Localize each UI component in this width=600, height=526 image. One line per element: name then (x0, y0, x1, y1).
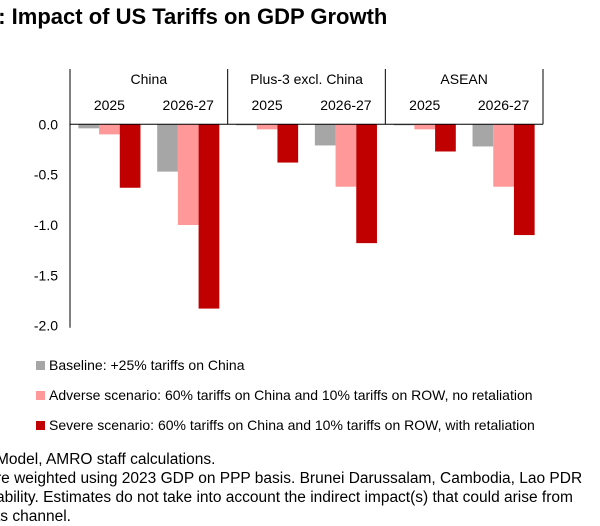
y-tick-label: -1.5 (34, 267, 58, 283)
category-label: 2025 (94, 97, 125, 113)
bar-asean-2025-series-1 (393, 124, 415, 126)
bar-asean-2025-series-2 (414, 124, 436, 130)
source-note: Model, AMRO staff calculations. (0, 451, 216, 468)
bar-asean-2026-27-series-1 (472, 124, 494, 147)
category-label: 2026-27 (320, 97, 372, 113)
bar-china-2025-series-2 (99, 124, 120, 135)
footnote-line-2: ability. Estimates do not take into acco… (0, 489, 573, 506)
bar-china-2026-27-series-1 (157, 124, 178, 172)
bar-plus-3-excl-china-2026-27-series-2 (335, 124, 357, 187)
y-tick-label: -1.0 (34, 217, 58, 233)
bar-plus-3-excl-china-2025-series-1 (236, 124, 257, 126)
bar-asean-2025-series-3 (435, 124, 456, 152)
group-label: China (131, 71, 168, 87)
bar-plus-3-excl-china-2025-series-3 (277, 124, 299, 163)
legend-item: Baseline: +25% tariffs on China (36, 357, 244, 373)
bar-asean-2026-27-series-3 (513, 124, 535, 236)
footnote-line-3: ts channel. (0, 508, 71, 525)
bar-plus-3-excl-china-2026-27-series-1 (314, 124, 336, 146)
legend-label: Adverse scenario: 60% tariffs on China a… (49, 387, 533, 403)
footnote-line-1: re weighted using 2023 GDP on PPP basis.… (0, 470, 583, 487)
bar-plus-3-excl-china-2026-27-series-3 (356, 124, 377, 244)
bar-china-2026-27-series-3 (198, 124, 220, 309)
legend-swatch (36, 420, 45, 430)
y-tick-label: 0.0 (39, 116, 59, 132)
y-tick-label: -2.0 (34, 318, 58, 334)
legend-label: Severe scenario: 60% tariffs on China an… (49, 417, 535, 433)
category-label: 2026-27 (163, 97, 215, 113)
category-label: 2025 (252, 97, 283, 113)
bar-china-2025-series-1 (78, 124, 100, 129)
y-tick-label: -0.5 (34, 167, 58, 183)
bar-plus-3-excl-china-2025-series-2 (256, 124, 278, 130)
bar-asean-2026-27-series-2 (493, 124, 514, 187)
bar-chart: 2025 2026-27 China 2025 2026-27 Plus-3 excl. … (34, 69, 544, 334)
legend-swatch (36, 360, 45, 370)
legend-swatch (36, 390, 45, 400)
bar-china-2026-27-series-2 (177, 124, 199, 225)
chart-title: 3: Impact of US Tariffs on GDP Growth (0, 4, 388, 29)
group-label: ASEAN (440, 71, 487, 87)
category-label: 2026-27 (478, 97, 530, 113)
bar-china-2025-series-3 (119, 124, 141, 188)
group-label: Plus-3 excl. China (250, 71, 363, 87)
legend-item: Severe scenario: 60% tariffs on China an… (36, 417, 535, 433)
category-label: 2025 (409, 97, 440, 113)
legend-item: Adverse scenario: 60% tariffs on China a… (36, 387, 533, 403)
legend-label: Baseline: +25% tariffs on China (49, 357, 245, 373)
